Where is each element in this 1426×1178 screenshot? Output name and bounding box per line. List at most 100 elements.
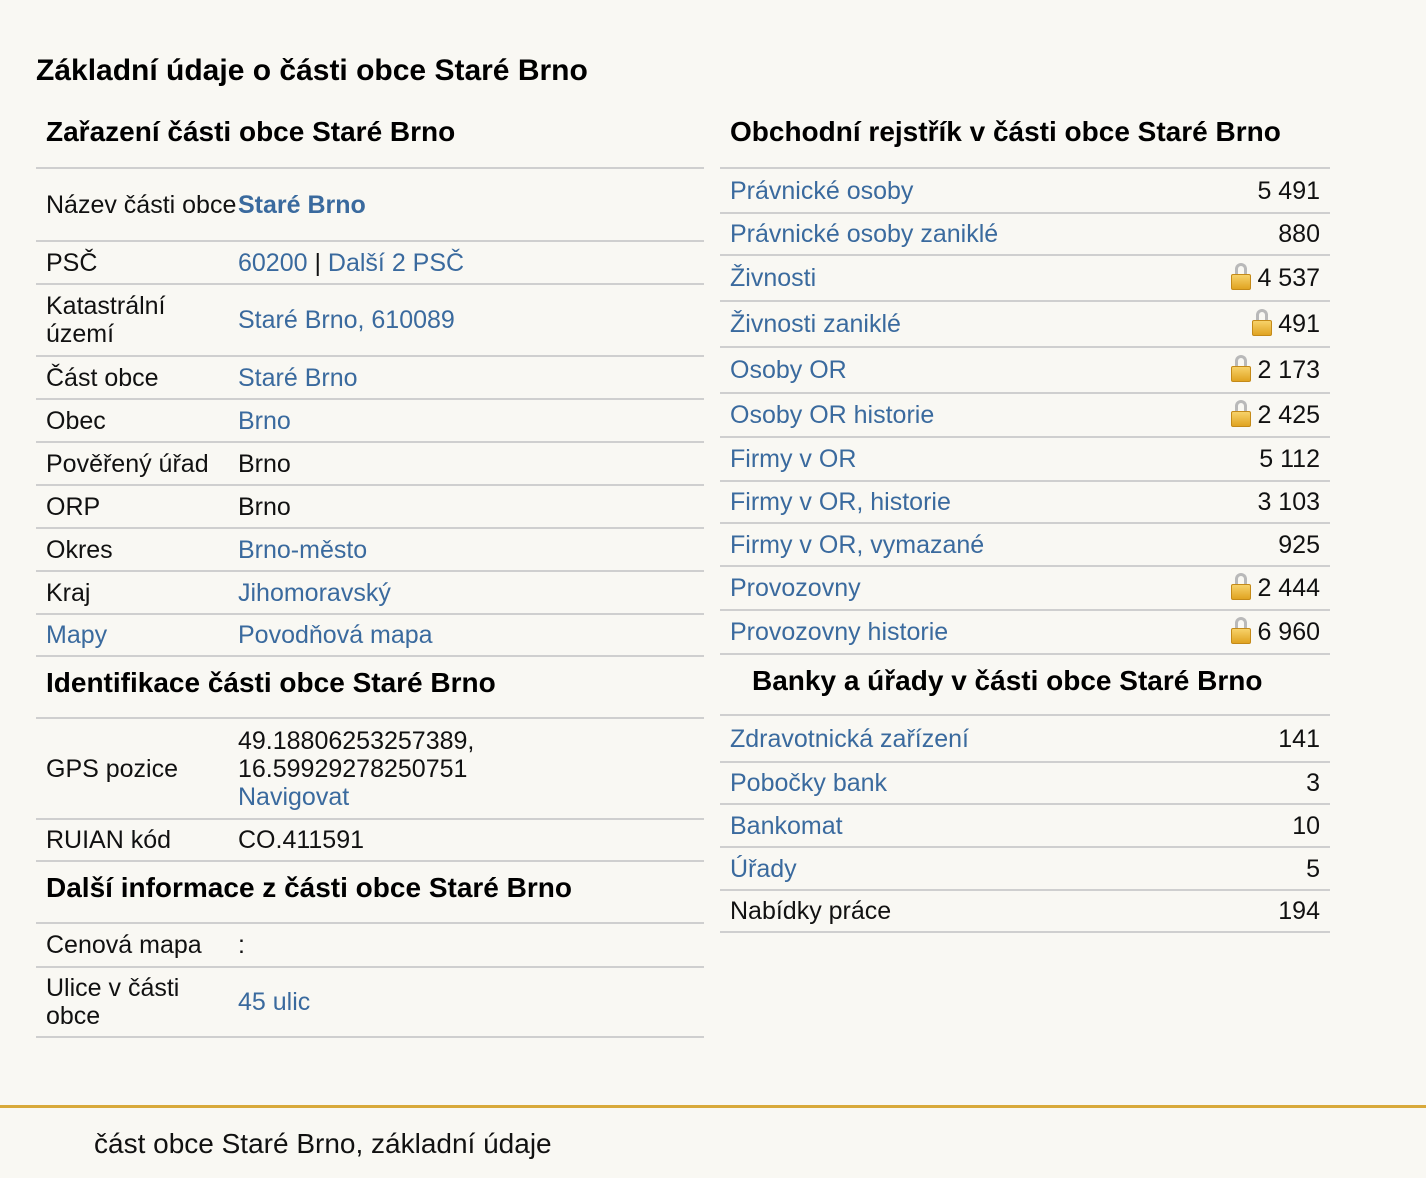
list-item-count-wrap: 5 <box>1306 855 1320 883</box>
list-item-count-wrap: 880 <box>1278 220 1320 248</box>
list-item: Úřady 5 <box>720 846 1330 889</box>
list-item-count: 2 425 <box>1257 401 1320 429</box>
list-item-link[interactable]: Živnosti <box>730 264 817 292</box>
list-item: Firmy v OR, historie 3 103 <box>720 480 1330 522</box>
row-label: ORP <box>46 492 101 521</box>
gps-lon: 16.59929278250751 <box>238 754 468 783</box>
gps-lat: 49.18806253257389, <box>238 726 475 755</box>
banky-table: Zdravotnická zařízení 141 Pobočky bank 3 Ban… <box>720 716 1330 933</box>
list-item: Živnosti 4 537 <box>720 254 1330 300</box>
dalsi-title: Další informace z části obce Staré Brno <box>36 862 704 924</box>
list-item-count: 5 112 <box>1259 445 1320 473</box>
psc-link[interactable]: 60200 <box>238 248 308 277</box>
list-item-count-wrap: 491 <box>1252 308 1320 338</box>
list-item-count: 491 <box>1278 310 1320 338</box>
list-item-count-wrap: 5 112 <box>1259 445 1320 473</box>
footer-text: část obce Staré Brno, základní údaje <box>94 1128 552 1159</box>
psc-separator: | <box>307 248 328 277</box>
list-item-count: 5 <box>1306 854 1320 883</box>
navigovat-link[interactable]: Navigovat <box>238 782 350 811</box>
row-label: RUIAN kód <box>46 826 172 854</box>
list-item-count-wrap: 3 <box>1306 769 1320 797</box>
list-item-count: 880 <box>1278 220 1320 248</box>
list-item-link[interactable]: Provozovny <box>730 574 861 602</box>
list-item-link[interactable]: Provozovny historie <box>730 618 949 646</box>
footer-divider <box>0 1105 1426 1108</box>
list-item-count-wrap: 10 <box>1292 812 1320 840</box>
dalsi-table: Cenová mapa : Ulice v části obce 45 ulic <box>36 924 704 1038</box>
list-item-link[interactable]: Osoby OR historie <box>730 401 935 429</box>
list-item-count-wrap: 5 491 <box>1257 177 1320 205</box>
dalsi-psc-link[interactable]: Další 2 PSČ <box>327 248 465 277</box>
list-item-count: 4 537 <box>1257 264 1320 292</box>
list-item-link[interactable]: Firmy v OR, vymazané <box>730 530 985 559</box>
identifikace-table: GPS pozice 49.18806253257389, 16.5992927… <box>36 719 704 862</box>
list-item: Zdravotnická zařízení 141 <box>720 716 1330 761</box>
row-label: GPS pozice <box>46 754 179 783</box>
list-item-count: 2 444 <box>1257 574 1320 602</box>
table-row: Ulice v části obce 45 ulic <box>36 966 704 1036</box>
row-label: Okres <box>46 535 113 564</box>
list-item-count: 194 <box>1278 897 1320 925</box>
list-item: Osoby OR historie 2 425 <box>720 392 1330 436</box>
banky-title: Banky a úřady v části obce Staré Brno <box>720 655 1330 716</box>
obchodni-table: Právnické osoby 5 491 Právnické osoby zani… <box>720 169 1330 655</box>
povodnova-mapa-link[interactable]: Povodňová mapa <box>238 621 433 649</box>
list-item-count-wrap: 6 960 <box>1231 616 1320 646</box>
obec-link[interactable]: Brno <box>238 406 291 435</box>
row-label: Obec <box>46 406 106 435</box>
list-item-link[interactable]: Pobočky bank <box>730 769 888 797</box>
list-item-count-wrap: 3 103 <box>1257 488 1320 516</box>
list-item-link[interactable]: Zdravotnická zařízení <box>730 724 969 753</box>
list-item-link[interactable]: Bankomat <box>730 811 843 840</box>
kraj-link[interactable]: Jihomoravský <box>238 578 391 607</box>
orp-value: Brno <box>238 492 291 521</box>
list-item-count-wrap: 2 444 <box>1231 572 1320 602</box>
list-item-link[interactable]: Firmy v OR <box>730 445 857 473</box>
list-item-count: 10 <box>1292 811 1320 840</box>
table-row: RUIAN kód CO.411591 <box>36 818 704 860</box>
row-label: PSČ <box>46 248 98 277</box>
zarazeni-table: Název části obce Staré Brno PSČ 60200 | … <box>36 169 704 657</box>
okres-link[interactable]: Brno-město <box>238 535 368 564</box>
zarazeni-title: Zařazení části obce Staré Brno <box>36 112 704 169</box>
row-label: Název části obce <box>46 190 237 219</box>
table-row: PSČ 60200 | Další 2 PSČ <box>36 240 704 283</box>
page-title: Základní údaje o části obce Staré Brno <box>36 54 588 87</box>
table-row: ORP Brno <box>36 484 704 527</box>
list-item-link[interactable]: Osoby OR <box>730 356 847 384</box>
list-item: Živnosti zaniklé 491 <box>720 300 1330 346</box>
povereny-urad-value: Brno <box>238 449 291 478</box>
ruian-value: CO.411591 <box>238 826 365 854</box>
list-item-count-wrap: 194 <box>1278 897 1320 925</box>
row-label: Pověřený úřad <box>46 449 209 478</box>
list-item-link[interactable]: Firmy v OR, historie <box>730 488 951 516</box>
list-item: Provozovny historie 6 960 <box>720 609 1330 653</box>
list-item-link[interactable]: Právnické osoby <box>730 176 914 205</box>
list-item: Osoby OR 2 173 <box>720 346 1330 392</box>
identifikace-title: Identifikace části obce Staré Brno <box>36 657 704 719</box>
list-item: Bankomat 10 <box>720 803 1330 846</box>
table-row: Obec Brno <box>36 398 704 441</box>
lock-icon <box>1231 399 1252 427</box>
ulice-link[interactable]: 45 ulic <box>238 988 311 1016</box>
table-row: Kraj Jihomoravský <box>36 570 704 613</box>
list-item-count: 5 491 <box>1257 176 1320 205</box>
table-row: Část obce Staré Brno <box>36 355 704 398</box>
table-row: Pověřený úřad Brno <box>36 441 704 484</box>
mapy-link[interactable]: Mapy <box>46 621 108 649</box>
list-item-count: 141 <box>1278 724 1320 753</box>
obchodni-title: Obchodní rejstřík v části obce Staré Brn… <box>720 112 1330 169</box>
row-label: Ulice v části obce <box>46 974 180 1030</box>
list-item-link[interactable]: Živnosti zaniklé <box>730 310 901 338</box>
cast-obce-link[interactable]: Staré Brno <box>238 363 358 392</box>
lock-icon <box>1231 616 1252 644</box>
cenova-mapa-value: : <box>238 931 245 959</box>
row-label: Kraj <box>46 578 91 607</box>
list-item-link[interactable]: Právnické osoby zaniklé <box>730 220 999 248</box>
nazev-link[interactable]: Staré Brno <box>238 190 366 219</box>
lock-icon <box>1231 572 1252 600</box>
list-item-link[interactable]: Úřady <box>730 854 797 883</box>
katastralni-link[interactable]: Staré Brno, 610089 <box>238 306 455 334</box>
list-item-count: 3 103 <box>1257 488 1320 516</box>
